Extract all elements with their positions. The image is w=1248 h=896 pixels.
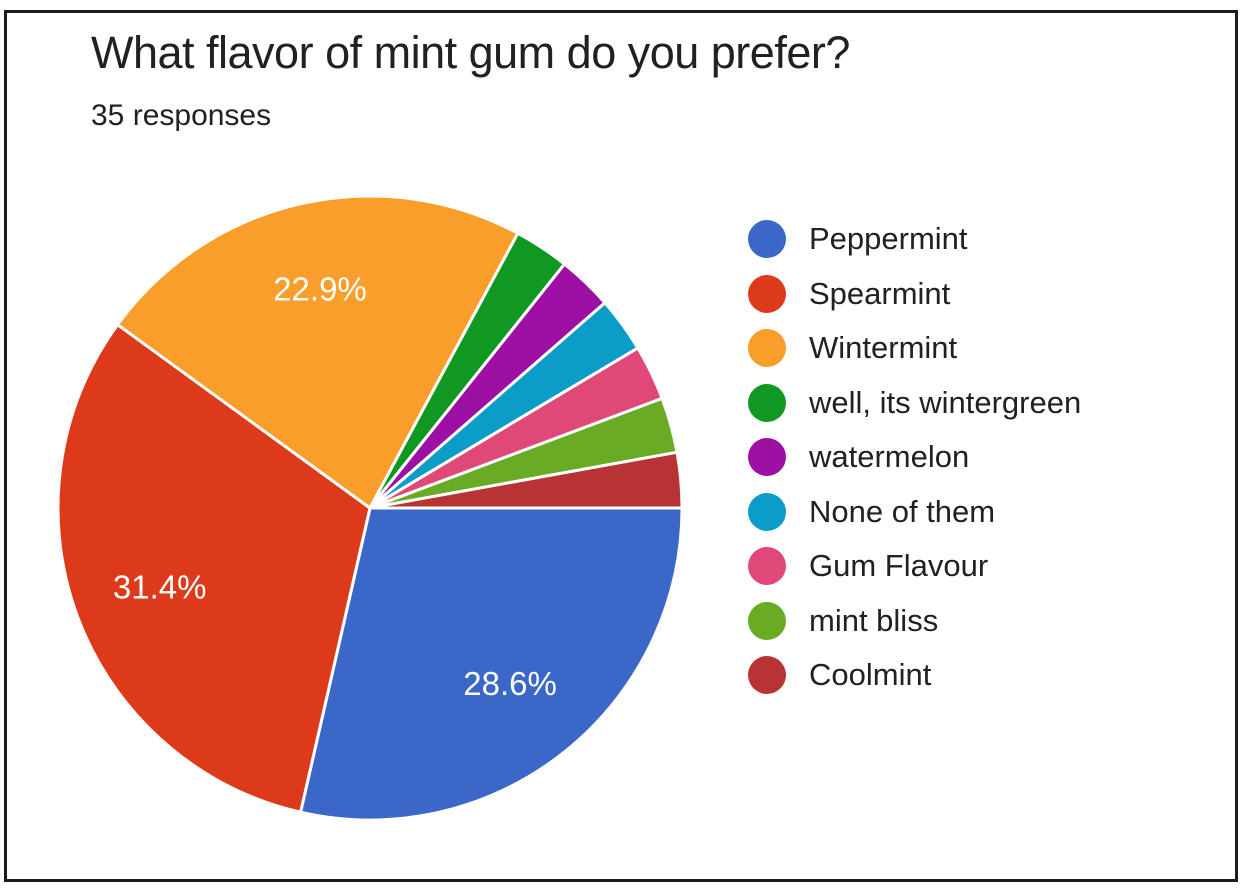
legend-color-dot-spearmint — [748, 274, 786, 313]
legend-color-dot-mint-bliss — [748, 601, 786, 640]
legend-label-gum-flavour: Gum Flavour — [809, 548, 989, 584]
legend-item-well-its-wintergreen: well, its wintergreen — [748, 376, 1081, 431]
legend-color-dot-gum-flavour — [748, 547, 786, 586]
pie-label-wintermint: 22.9% — [273, 271, 367, 308]
legend-item-spearmint: Spearmint — [748, 267, 1081, 322]
question-title: What flavor of mint gum do you prefer? — [91, 27, 850, 78]
chart-card: What flavor of mint gum do you prefer? 3… — [4, 10, 1238, 882]
pie-label-peppermint: 28.6% — [463, 665, 557, 702]
legend-color-dot-wintermint — [748, 329, 786, 368]
legend-item-wintermint: Wintermint — [748, 321, 1081, 376]
legend-item-mint-bliss: mint bliss — [748, 594, 1081, 649]
legend-label-spearmint: Spearmint — [809, 275, 951, 311]
responses-count: 35 responses — [91, 99, 272, 132]
pie-slice-wintermint[interactable] — [116, 194, 520, 510]
legend-label-wintermint: Wintermint — [809, 330, 958, 366]
pie-label-spearmint: 31.4% — [113, 568, 207, 605]
legend-item-none-of-them: None of them — [748, 485, 1081, 540]
pie-slice-peppermint[interactable] — [299, 506, 684, 822]
legend: Peppermint Spearmint Wintermint well, its w… — [748, 212, 1081, 703]
pie-slice-coolmint[interactable] — [368, 450, 684, 510]
legend-label-well-its-wintergreen: well, its wintergreen — [809, 384, 1082, 420]
legend-item-watermelon: watermelon — [748, 430, 1081, 485]
legend-color-dot-none-of-them — [748, 492, 786, 531]
legend-label-watermelon: watermelon — [809, 439, 970, 475]
pie-slice-spearmint[interactable] — [56, 323, 372, 814]
legend-label-mint-bliss: mint bliss — [809, 602, 939, 638]
legend-label-none-of-them: None of them — [809, 493, 996, 529]
legend-item-gum-flavour: Gum Flavour — [748, 539, 1081, 594]
pie-chart: 28.6% 31.4% 22.9% — [56, 194, 684, 822]
legend-label-coolmint: Coolmint — [809, 657, 932, 693]
legend-color-dot-well-its-wintergreen — [748, 383, 786, 422]
legend-item-peppermint: Peppermint — [748, 212, 1081, 267]
legend-color-dot-coolmint — [748, 656, 786, 695]
legend-color-dot-peppermint — [748, 220, 786, 259]
legend-item-coolmint: Coolmint — [748, 648, 1081, 703]
legend-color-dot-watermelon — [748, 438, 786, 477]
legend-label-peppermint: Peppermint — [809, 221, 968, 257]
